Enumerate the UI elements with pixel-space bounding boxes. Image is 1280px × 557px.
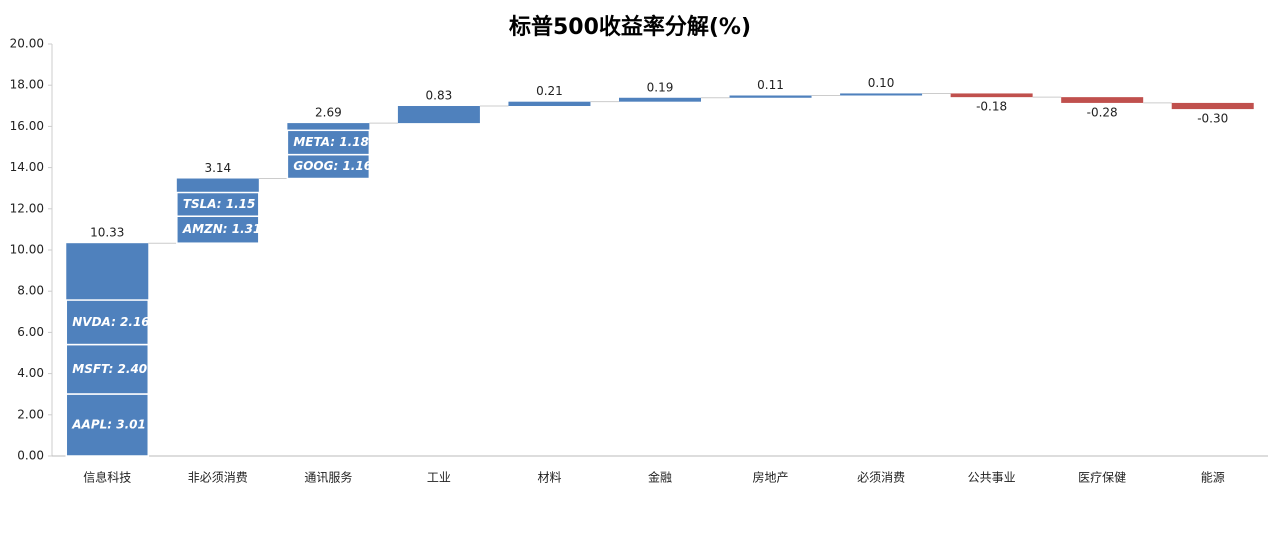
x-tick-label: 非必须消费	[188, 471, 248, 485]
bar	[508, 101, 591, 107]
x-tick-label: 必须消费	[857, 471, 905, 485]
value-label: 0.10	[868, 76, 895, 90]
bar	[397, 106, 480, 124]
x-tick-label: 公共事业	[968, 471, 1016, 485]
y-tick-label: 0.00	[17, 449, 44, 463]
y-tick-label: 8.00	[17, 284, 44, 298]
segment-label: TSLA: 1.15	[183, 197, 256, 211]
x-tick-label: 信息科技	[83, 470, 131, 485]
y-tick-label: 20.00	[10, 37, 44, 51]
y-tick-label: 14.00	[10, 160, 44, 174]
y-tick-label: 16.00	[10, 119, 44, 133]
segment-label: AAPL: 3.01	[71, 417, 146, 431]
x-tick-label: 通讯服务	[304, 470, 352, 485]
y-tick-label: 18.00	[10, 78, 44, 92]
segment	[65, 393, 150, 457]
value-label: -0.30	[1197, 112, 1228, 126]
segment	[176, 191, 260, 217]
value-label: 0.19	[647, 80, 674, 94]
bar	[619, 97, 701, 102]
value-label: 0.21	[536, 84, 563, 98]
segment-label: GOOG: 1.16	[293, 159, 372, 173]
value-label: 0.11	[757, 78, 784, 92]
x-tick-label: 材料	[537, 471, 561, 485]
segment	[65, 299, 150, 346]
bar	[950, 93, 1033, 98]
x-tick-label: 金融	[648, 470, 672, 485]
bar	[840, 93, 923, 96]
value-label: 10.33	[90, 226, 124, 240]
chart-title: 标普500收益率分解(%)	[509, 14, 751, 40]
segment	[65, 343, 150, 395]
value-label: 2.69	[315, 106, 342, 120]
segment-label: NVDA: 2.16	[72, 315, 149, 329]
y-tick-label: 2.00	[17, 407, 44, 421]
x-tick-label: 房地产	[753, 470, 789, 485]
value-label: -0.18	[976, 100, 1007, 114]
x-tick-label: 能源	[1201, 471, 1225, 485]
x-tick-label: 工业	[427, 471, 451, 485]
segment	[286, 129, 371, 156]
y-tick-label: 6.00	[17, 325, 44, 339]
segment-label: MSFT: 2.40	[72, 362, 147, 376]
value-label: -0.28	[1087, 105, 1118, 119]
segment-label: AMZN: 1.31	[182, 222, 262, 236]
bar	[1061, 97, 1144, 103]
x-tick-label: 医疗保健	[1078, 471, 1126, 485]
segment-label: META: 1.18	[293, 135, 369, 149]
y-tick-label: 4.00	[17, 366, 44, 380]
bar	[1171, 102, 1254, 110]
value-label: 0.83	[426, 89, 453, 103]
bar	[729, 95, 812, 98]
y-tick-label: 10.00	[10, 243, 44, 257]
segment	[176, 215, 260, 244]
value-label: 3.14	[204, 161, 231, 175]
y-tick-label: 12.00	[10, 201, 44, 215]
